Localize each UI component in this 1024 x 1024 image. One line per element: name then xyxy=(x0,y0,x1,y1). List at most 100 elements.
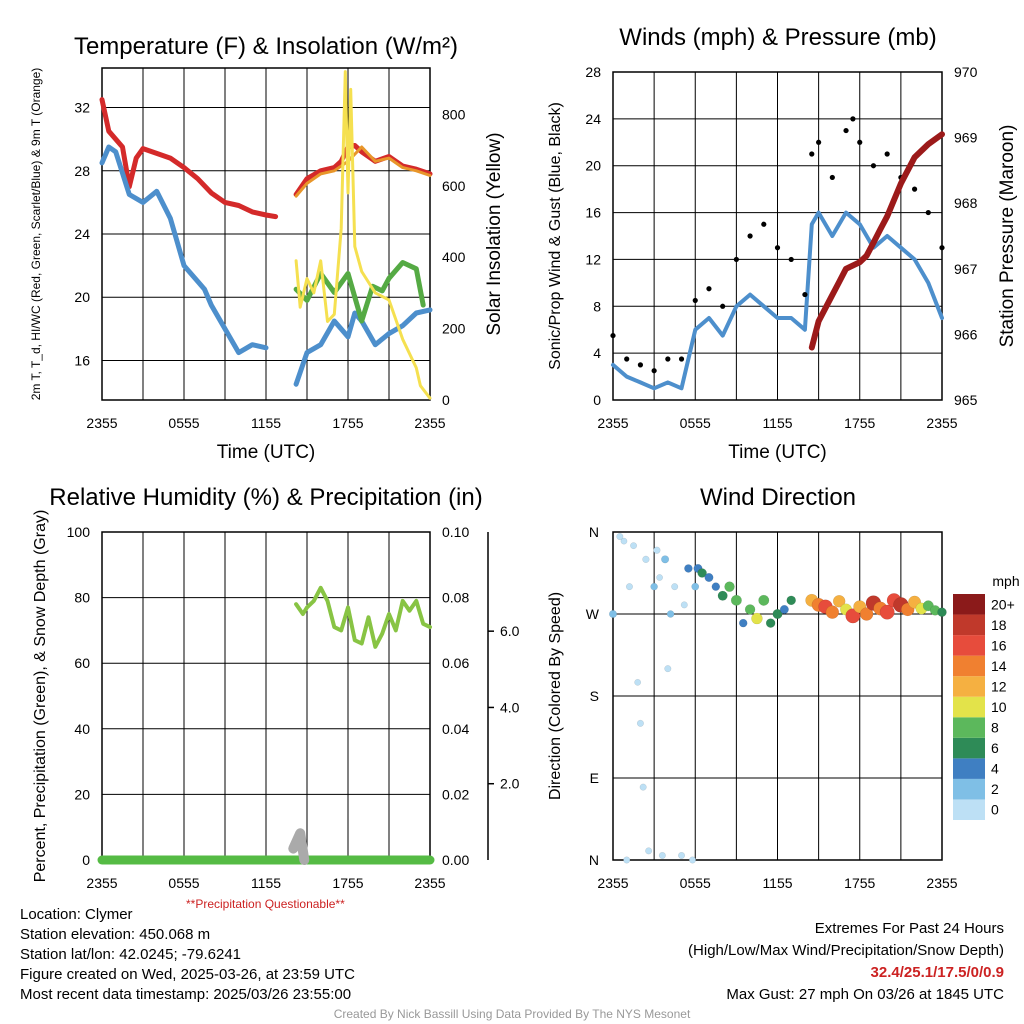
temperature-line xyxy=(99,97,279,220)
gust-point xyxy=(665,356,671,362)
direction-point xyxy=(671,583,679,591)
y-tick-label: 16 xyxy=(74,352,90,368)
direction-point xyxy=(645,847,653,855)
x-tick-label: 2355 xyxy=(597,875,628,891)
y2-tick-label: 967 xyxy=(954,261,978,277)
x-tick-label: 1755 xyxy=(332,875,363,891)
direction-point xyxy=(609,610,617,618)
colorbar-label: 6 xyxy=(991,740,999,756)
colorbar-label: 18 xyxy=(991,617,1007,633)
y-tick-label: 28 xyxy=(585,64,601,80)
station-location: Location: Clymer xyxy=(20,906,133,923)
colorbar-swatch xyxy=(953,676,985,697)
y-tick-label: 20 xyxy=(74,289,90,305)
y2-tick-label: 0.08 xyxy=(442,590,469,606)
direction-point xyxy=(786,595,796,606)
gust-point xyxy=(816,139,822,145)
snow-tick-label: 6.0 xyxy=(500,623,520,639)
direction-point xyxy=(642,555,650,563)
direction-point xyxy=(625,583,633,591)
direction-point xyxy=(779,604,789,614)
y2-tick-label: 965 xyxy=(954,392,978,408)
direction-point xyxy=(689,856,697,864)
x-tick-label: 1155 xyxy=(762,875,792,891)
direction-tick-label: W xyxy=(586,606,600,622)
x-tick-label: 2355 xyxy=(926,875,957,891)
y-tick-label: 28 xyxy=(74,163,90,179)
pressure-line xyxy=(808,131,945,351)
direction-point xyxy=(666,610,675,618)
x-tick-label: 1155 xyxy=(762,415,792,431)
gust-point xyxy=(802,291,808,298)
x-tick-label: 0555 xyxy=(680,875,711,891)
station-info: Location: Clymer Station elevation: 450.… xyxy=(20,905,355,1005)
x-axis-label: Time (UTC) xyxy=(217,442,316,463)
y-axis-label: 2m T, T_d, HI/WC (Red, Green, Scarlet/Bl… xyxy=(29,68,43,401)
direction-point xyxy=(724,581,735,592)
direction-point xyxy=(825,605,840,619)
colorbar-swatch xyxy=(953,778,985,800)
chart-title: Winds (mph) & Pressure (mb) xyxy=(619,24,936,51)
y-axis-label: Percent, Precipitation (Green), & Snow D… xyxy=(32,510,49,883)
gust-point xyxy=(624,356,630,362)
y-axis-label: Sonic/Prop Wind & Gust (Blue, Black) xyxy=(547,102,564,370)
y-tick-label: 40 xyxy=(74,721,90,737)
direction-point xyxy=(658,851,666,859)
gust-point xyxy=(761,221,767,227)
direction-point xyxy=(653,546,661,554)
direction-point xyxy=(772,609,783,619)
chart-title: Relative Humidity (%) & Precipitation (i… xyxy=(49,484,482,511)
colorbar-swatch xyxy=(953,635,985,656)
y2-tick-label: 0.06 xyxy=(442,655,469,671)
y2-tick-label: 600 xyxy=(442,178,466,194)
x-tick-label: 0555 xyxy=(168,875,199,891)
y2-tick-label: 968 xyxy=(954,195,978,211)
direction-point xyxy=(730,594,742,606)
direction-point xyxy=(634,678,642,686)
y2-tick-label: 0 xyxy=(442,392,450,408)
direction-point xyxy=(697,568,707,578)
direction-point xyxy=(636,719,644,727)
y-tick-label: 100 xyxy=(67,524,91,540)
y-tick-label: 20 xyxy=(585,158,601,174)
colorbar-swatch xyxy=(953,799,985,820)
colorbar-swatch xyxy=(953,717,985,738)
x-tick-label: 2355 xyxy=(86,875,117,891)
colorbar-label: 10 xyxy=(991,699,1007,715)
chart-title: Temperature (F) & Insolation (W/m²) xyxy=(74,33,458,60)
y-tick-label: 8 xyxy=(593,298,601,314)
direction-point xyxy=(656,574,663,581)
gust-point xyxy=(939,245,945,251)
y-axis-label: Direction (Colored By Speed) xyxy=(547,592,564,800)
x-tick-label: 1155 xyxy=(251,415,281,431)
direction-point xyxy=(738,618,748,628)
snow-tick-label: 2.0 xyxy=(500,776,520,792)
solar-line xyxy=(294,70,432,400)
x-axis-label: Time (UTC) xyxy=(728,442,827,463)
precip-questionable-note: **Precipitation Questionable** xyxy=(186,897,345,911)
gust-point xyxy=(678,356,685,362)
y2-tick-label: 966 xyxy=(954,326,978,342)
t9m-line xyxy=(294,145,432,198)
y-tick-label: 0 xyxy=(82,852,90,868)
direction-point xyxy=(704,573,714,583)
gust-point xyxy=(706,286,712,292)
direction-tick-label: S xyxy=(590,688,599,704)
station-latlon: Station lat/lon: 42.0245; -79.6241 xyxy=(20,946,242,963)
direction-point xyxy=(623,856,631,864)
colorbar-swatch xyxy=(953,614,985,636)
dewpoint-line xyxy=(99,144,269,356)
x-tick-label: 0555 xyxy=(680,415,711,431)
recent-timestamp: Most recent data timestamp: 2025/03/26 2… xyxy=(20,986,352,1003)
direction-tick-label: E xyxy=(590,770,599,786)
figure-created: Figure created on Wed, 2025-03-26, at 23… xyxy=(20,966,355,983)
gust-point xyxy=(774,245,781,251)
y2-tick-label: 969 xyxy=(954,130,978,146)
y2-tick-label: 800 xyxy=(442,106,466,122)
x-tick-label: 2355 xyxy=(597,415,628,431)
y2-tick-label: 0.00 xyxy=(442,852,469,868)
y-tick-label: 16 xyxy=(585,205,601,221)
colorbar-unit: mph xyxy=(992,573,1019,589)
direction-point xyxy=(661,555,670,564)
